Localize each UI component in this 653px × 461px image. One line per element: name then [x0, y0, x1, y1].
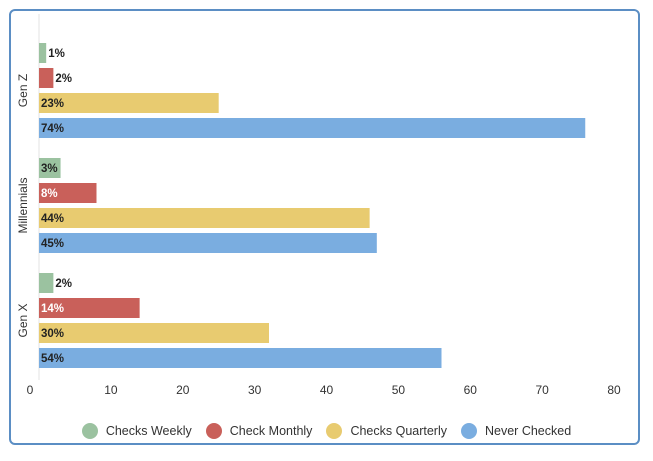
bar	[39, 348, 442, 368]
data-label: 3%	[41, 163, 58, 175]
bar	[39, 183, 97, 203]
legend-swatch	[461, 423, 477, 439]
data-label: 44%	[41, 213, 64, 225]
legend-swatch	[326, 423, 343, 439]
bar	[39, 93, 219, 113]
data-label: 2%	[55, 73, 72, 85]
data-label: 14%	[41, 303, 64, 315]
x-tick-label: 20	[176, 383, 190, 397]
x-tick-label: 70	[535, 383, 549, 397]
data-label: 54%	[41, 353, 64, 365]
legend-item[interactable]: Never Checked	[461, 423, 571, 439]
x-tick-label: 10	[104, 383, 118, 397]
x-tick-label: 30	[248, 383, 262, 397]
x-tick-label: 60	[464, 383, 478, 397]
data-label: 74%	[41, 123, 64, 135]
category-label: Millennials	[16, 177, 30, 233]
bar	[39, 68, 54, 88]
data-label: 2%	[55, 278, 72, 290]
category-label: Gen Z	[16, 74, 30, 107]
legend-swatch	[205, 423, 222, 439]
legend-item[interactable]: Checks Quarterly	[326, 423, 447, 439]
bar	[39, 273, 54, 293]
data-label: 1%	[48, 48, 65, 60]
data-label: 30%	[41, 328, 64, 340]
data-label: 45%	[41, 238, 64, 250]
legend-label: Check Monthly	[229, 424, 313, 438]
bar	[39, 298, 140, 318]
legend-label: Checks Quarterly	[350, 424, 447, 438]
data-label: 8%	[41, 188, 58, 200]
x-tick-label: 40	[320, 383, 334, 397]
legend-item[interactable]: Check Monthly	[205, 423, 313, 439]
chart-legend: Checks Weekly Check Monthly Checks Quarter…	[0, 418, 653, 444]
category-label: Gen X	[16, 303, 30, 337]
legend-item[interactable]: Checks Weekly	[81, 423, 192, 439]
x-tick-label: 0	[27, 383, 34, 397]
legend-label: Checks Weekly	[105, 424, 192, 438]
bar	[39, 118, 586, 138]
bar	[39, 233, 377, 253]
bar	[39, 323, 269, 343]
x-tick-label: 80	[607, 383, 621, 397]
bar	[39, 208, 370, 228]
data-label: 23%	[41, 98, 64, 110]
legend-swatch	[81, 423, 98, 439]
legend-label: Never Checked	[485, 424, 572, 438]
bar	[39, 158, 61, 178]
x-tick-label: 50	[392, 383, 406, 397]
bar	[39, 43, 47, 63]
